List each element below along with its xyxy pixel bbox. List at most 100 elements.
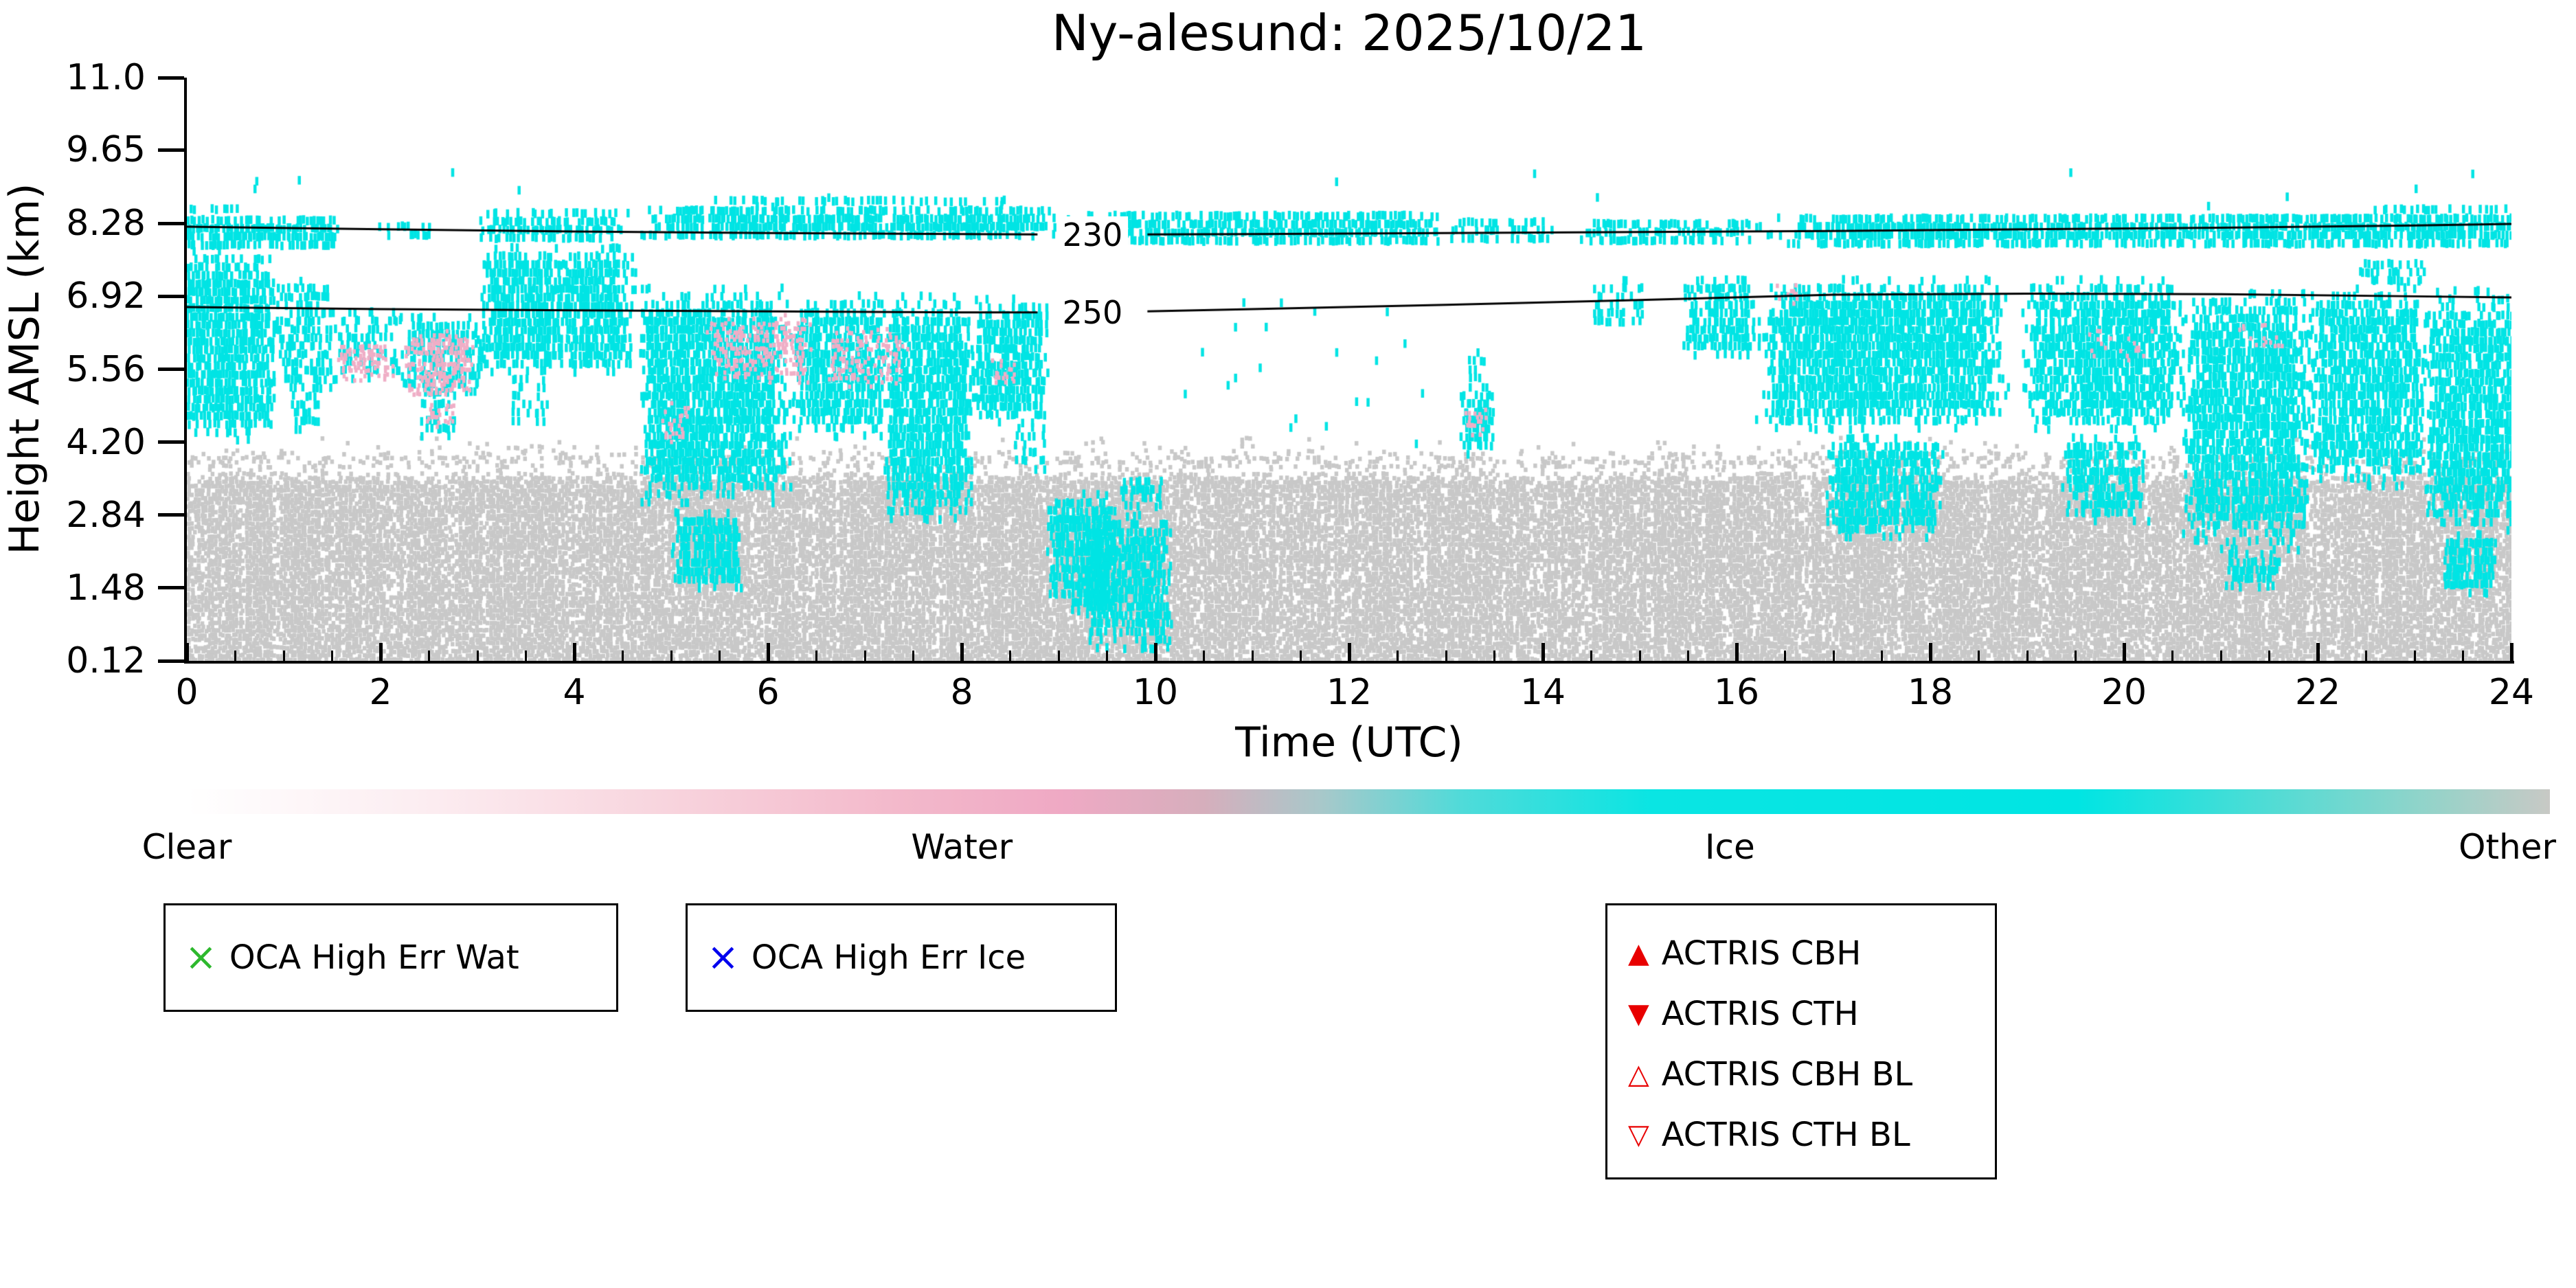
- x-tick-mark: [1735, 643, 1739, 661]
- x-minor-tick-mark: [912, 651, 914, 661]
- x-axis-line: [184, 661, 2514, 664]
- y-tick-label: 4.20: [66, 421, 146, 463]
- triangle-down-open-icon: ▽: [1628, 1119, 1649, 1151]
- y-tick-label: 6.92: [66, 275, 146, 317]
- y-tick-label: 8.28: [66, 203, 146, 245]
- x-minor-tick-mark: [2219, 651, 2222, 661]
- x-minor-tick-mark: [1397, 651, 1399, 661]
- x-tick-label: 6: [756, 672, 780, 713]
- x-minor-tick-mark: [1638, 651, 1641, 661]
- x-minor-tick-mark: [622, 651, 624, 661]
- x-minor-tick-mark: [2365, 651, 2367, 661]
- x-tick-mark: [960, 643, 964, 661]
- x-minor-tick-mark: [282, 651, 285, 661]
- x-minor-tick-mark: [2075, 651, 2077, 661]
- triangle-up-filled-icon: ▲: [1628, 938, 1649, 969]
- legend-label-oca-ice: OCA High Err Ice: [751, 938, 1026, 977]
- x-tick-mark: [572, 643, 576, 661]
- x-minor-tick-mark: [476, 651, 479, 661]
- x-minor-tick-mark: [2026, 651, 2029, 661]
- legend-row-actris-cbh: ▲ ACTRIS CBH: [1628, 923, 1995, 984]
- x-minor-tick-mark: [670, 651, 673, 661]
- x-minor-tick-mark: [428, 651, 430, 661]
- x-tick-label: 14: [1519, 672, 1566, 713]
- legend-box-oca-high-err-ice: × OCA High Err Ice: [686, 903, 1117, 1012]
- x-minor-tick-mark: [2171, 651, 2173, 661]
- y-tick-mark: [158, 294, 184, 298]
- x-tick-label: 22: [2294, 672, 2341, 713]
- x-tick-mark: [1347, 643, 1351, 661]
- x-minor-tick-mark: [234, 651, 236, 661]
- legend-entry-oca-wat: × OCA High Err Wat: [166, 905, 616, 1010]
- x-minor-tick-mark: [1832, 651, 1835, 661]
- x-tick-mark: [2122, 643, 2126, 661]
- y-tick-label: 9.65: [66, 129, 146, 171]
- x-minor-tick-mark: [1687, 651, 1689, 661]
- y-tick-mark: [158, 659, 184, 663]
- x-tick-mark: [1541, 643, 1545, 661]
- y-tick-label: 11.0: [66, 57, 146, 98]
- x-cross-marker-icon: ×: [185, 935, 217, 980]
- legend-entry-oca-ice: × OCA High Err Ice: [688, 905, 1115, 1010]
- x-minor-tick-mark: [1978, 651, 1980, 661]
- x-axis-label: Time (UTC): [1235, 719, 1463, 767]
- x-tick-mark: [766, 643, 770, 661]
- x-minor-tick-mark: [719, 651, 721, 661]
- x-minor-tick-mark: [1009, 651, 1011, 661]
- x-tick-label: 8: [950, 672, 973, 713]
- y-tick-mark: [158, 368, 184, 371]
- x-tick-mark: [379, 643, 383, 661]
- y-tick-label: 5.56: [66, 348, 146, 390]
- x-minor-tick-mark: [1493, 651, 1495, 661]
- legend-box-oca-high-err-wat: × OCA High Err Wat: [163, 903, 618, 1012]
- x-minor-tick-mark: [2268, 651, 2270, 661]
- colorbar: [187, 789, 2550, 814]
- x-minor-tick-mark: [1445, 651, 1447, 661]
- x-tick-label: 20: [2101, 672, 2147, 713]
- x-minor-tick-mark: [1057, 651, 1060, 661]
- legend-box-actris: ▲ ACTRIS CBH ▼ ACTRIS CTH △ ACTRIS CBH B…: [1605, 903, 1997, 1179]
- x-tick-label: 12: [1326, 672, 1372, 713]
- x-minor-tick-mark: [1106, 651, 1108, 661]
- x-tick-mark: [2509, 643, 2513, 661]
- colorbar-label-ice: Ice: [1704, 827, 1755, 867]
- legend-row-actris-cth-bl: ▽ ACTRIS CTH BL: [1628, 1105, 1995, 1165]
- y-tick-mark: [158, 76, 184, 80]
- legend-row-actris-cbh-bl: △ ACTRIS CBH BL: [1628, 1044, 1995, 1105]
- y-tick-label: 2.84: [66, 494, 146, 536]
- colorbar-label-other: Other: [2459, 827, 2557, 867]
- y-tick-mark: [158, 440, 184, 444]
- x-tick-label: 2: [369, 672, 392, 713]
- triangle-up-open-icon: △: [1628, 1059, 1649, 1090]
- x-minor-tick-mark: [1300, 651, 1302, 661]
- legend-label-actris-cbh: ACTRIS CBH: [1661, 934, 1862, 973]
- colorbar-label-water: Water: [911, 827, 1013, 867]
- x-tick-label: 18: [1907, 672, 1954, 713]
- x-minor-tick-mark: [2413, 651, 2416, 661]
- y-axis-line: [184, 78, 187, 664]
- x-minor-tick-mark: [1590, 651, 1592, 661]
- legend-label-actris-cth-bl: ACTRIS CTH BL: [1661, 1116, 1910, 1154]
- x-minor-tick-mark: [2462, 651, 2464, 661]
- chart-title: Ny-alesund: 2025/10/21: [1051, 4, 1647, 62]
- y-tick-mark: [158, 513, 184, 517]
- x-tick-mark: [185, 643, 189, 661]
- x-minor-tick-mark: [815, 651, 817, 661]
- classification-plot-canvas: [187, 78, 2511, 661]
- contour-label-250: 250: [1057, 293, 1129, 331]
- y-tick-mark: [158, 586, 184, 590]
- legend-label-actris-cth: ACTRIS CTH: [1661, 995, 1859, 1033]
- x-tick-mark: [1928, 643, 1932, 661]
- x-minor-tick-mark: [1251, 651, 1254, 661]
- x-tick-label: 10: [1132, 672, 1179, 713]
- x-minor-tick-mark: [1784, 651, 1786, 661]
- x-tick-label: 4: [563, 672, 586, 713]
- x-minor-tick-mark: [331, 651, 333, 661]
- x-minor-tick-mark: [525, 651, 527, 661]
- contour-label-230: 230: [1057, 216, 1129, 253]
- triangle-down-filled-icon: ▼: [1628, 998, 1649, 1030]
- x-minor-tick-mark: [863, 651, 866, 661]
- y-tick-mark: [158, 148, 184, 152]
- x-tick-label: 24: [2488, 672, 2535, 713]
